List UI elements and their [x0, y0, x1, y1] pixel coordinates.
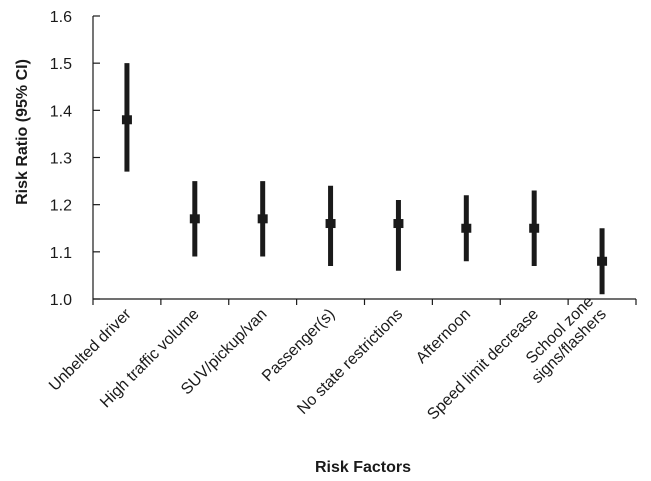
y-tick-label: 1.5	[50, 56, 72, 73]
x-tick-label: Speed limit decrease	[424, 306, 542, 424]
y-tick-label: 1.0	[50, 292, 72, 309]
x-tick-label-line: Speed limit decrease	[424, 306, 542, 424]
y-tick-label: 1.1	[50, 245, 72, 262]
y-tick-label: 1.3	[50, 151, 72, 168]
y-tick-label: 1.6	[50, 9, 72, 26]
point-estimate	[325, 219, 336, 229]
point-estimate	[121, 115, 132, 125]
point-estimate	[597, 256, 608, 266]
x-axis-title: Risk Factors	[315, 459, 411, 476]
x-tick-label: Afternoon	[413, 306, 474, 367]
y-ticks: 1.0 1.1 1.2 1.3 1.4 1.5 1.6	[50, 9, 100, 309]
data-marks	[121, 63, 608, 295]
axes	[92, 16, 637, 305]
x-tick-label-line: Afternoon	[413, 306, 474, 367]
point-estimate	[189, 214, 200, 224]
y-tick-label: 1.4	[50, 103, 72, 120]
point-estimate	[257, 214, 268, 224]
point-estimate	[461, 223, 472, 233]
y-axis-title: Risk Ratio (95% CI)	[14, 59, 31, 205]
point-estimate	[529, 223, 540, 233]
point-estimate	[393, 219, 404, 229]
y-tick-label: 1.2	[50, 198, 72, 215]
